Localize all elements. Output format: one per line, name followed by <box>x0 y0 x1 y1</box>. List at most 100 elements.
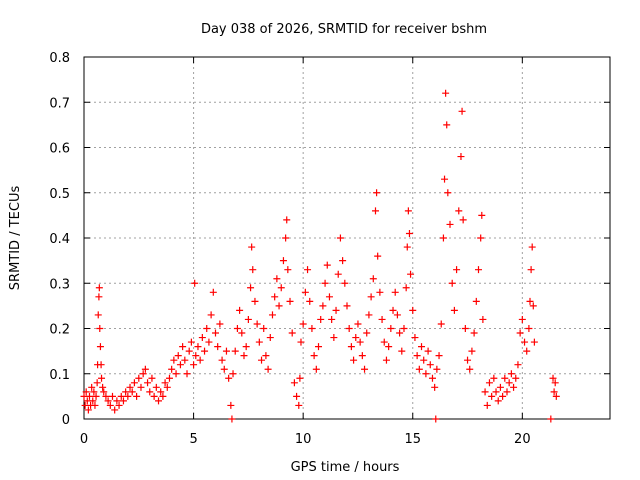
data-point <box>468 347 476 355</box>
data-point <box>82 388 90 396</box>
data-point <box>185 347 193 355</box>
data-point <box>99 383 107 391</box>
data-point <box>295 401 303 409</box>
y-tick-label: 0.4 <box>49 232 70 247</box>
data-point <box>139 370 147 378</box>
data-point <box>402 284 410 292</box>
data-point <box>157 388 165 396</box>
data-point <box>547 415 555 423</box>
data-point <box>315 343 323 351</box>
data-point <box>137 383 145 391</box>
data-point <box>325 293 333 301</box>
data-point <box>84 406 92 414</box>
data-point <box>209 288 217 296</box>
x-tick-labels: 0 5 10 15 20 <box>80 432 531 447</box>
data-point <box>446 220 454 228</box>
data-point <box>218 356 226 364</box>
data-point <box>229 370 237 378</box>
data-point <box>405 229 413 237</box>
data-point <box>222 347 230 355</box>
data-point <box>306 297 314 305</box>
data-point <box>483 401 491 409</box>
data-point <box>365 311 373 319</box>
data-point <box>514 361 522 369</box>
data-point <box>549 374 557 382</box>
data-point <box>106 401 114 409</box>
data-point <box>146 388 154 396</box>
y-tick-label: 0.3 <box>49 277 70 292</box>
data-point <box>284 266 292 274</box>
data-point <box>271 293 279 301</box>
data-point <box>135 374 143 382</box>
data-point <box>225 374 233 382</box>
data-point <box>168 365 176 373</box>
data-point <box>347 343 355 351</box>
data-point <box>144 379 152 387</box>
data-point <box>196 356 204 364</box>
x-tick-label: 5 <box>189 432 197 447</box>
y-tick-label: 0 <box>62 413 70 428</box>
data-point <box>501 374 509 382</box>
data-point <box>183 370 191 378</box>
data-point <box>115 401 123 409</box>
data-point <box>444 189 452 197</box>
data-point <box>212 329 219 337</box>
data-point <box>328 315 336 323</box>
data-point <box>361 365 369 373</box>
data-point <box>117 392 125 400</box>
data-point <box>433 365 441 373</box>
data-point <box>437 320 445 328</box>
data-point <box>228 415 236 423</box>
data-point <box>201 347 209 355</box>
data-point <box>297 338 305 346</box>
data-point <box>492 388 500 396</box>
data-point <box>478 211 486 219</box>
data-point <box>407 270 415 278</box>
data-point <box>176 361 184 369</box>
data-point <box>422 370 430 378</box>
data-point <box>396 329 404 337</box>
data-point <box>424 347 432 355</box>
data-point <box>459 216 467 224</box>
y-tick-label: 0.6 <box>49 142 70 157</box>
data-point <box>205 338 213 346</box>
data-point <box>216 320 224 328</box>
data-point <box>485 379 493 387</box>
data-point <box>432 415 440 423</box>
data-point <box>398 347 406 355</box>
data-point <box>428 374 436 382</box>
data-point <box>277 284 285 292</box>
data-point <box>194 343 202 351</box>
data-point <box>238 329 246 337</box>
data-point <box>268 311 276 319</box>
data-point <box>312 365 320 373</box>
data-point <box>165 374 173 382</box>
data-point <box>354 320 362 328</box>
data-point <box>293 392 301 400</box>
data-point <box>458 107 466 115</box>
data-point <box>128 388 136 396</box>
data-point <box>334 270 342 278</box>
data-point <box>341 279 349 287</box>
data-point <box>286 297 294 305</box>
data-point <box>494 397 502 405</box>
data-point <box>119 397 127 405</box>
data-point <box>503 388 511 396</box>
data-point <box>290 379 298 387</box>
data-point <box>301 288 309 296</box>
data-point <box>448 279 456 287</box>
x-tick-label: 10 <box>295 432 312 447</box>
y-tick-label: 0.8 <box>49 51 70 66</box>
data-points <box>80 89 560 423</box>
data-point <box>510 383 518 391</box>
data-point <box>203 325 211 332</box>
data-point <box>251 297 259 305</box>
data-point <box>244 315 252 323</box>
data-point <box>330 334 338 342</box>
x-axis-label: GPS time / hours <box>291 460 400 475</box>
data-point <box>319 302 327 310</box>
data-point <box>385 343 393 351</box>
data-point <box>248 243 256 251</box>
data-point <box>378 315 386 323</box>
data-point <box>369 275 377 283</box>
